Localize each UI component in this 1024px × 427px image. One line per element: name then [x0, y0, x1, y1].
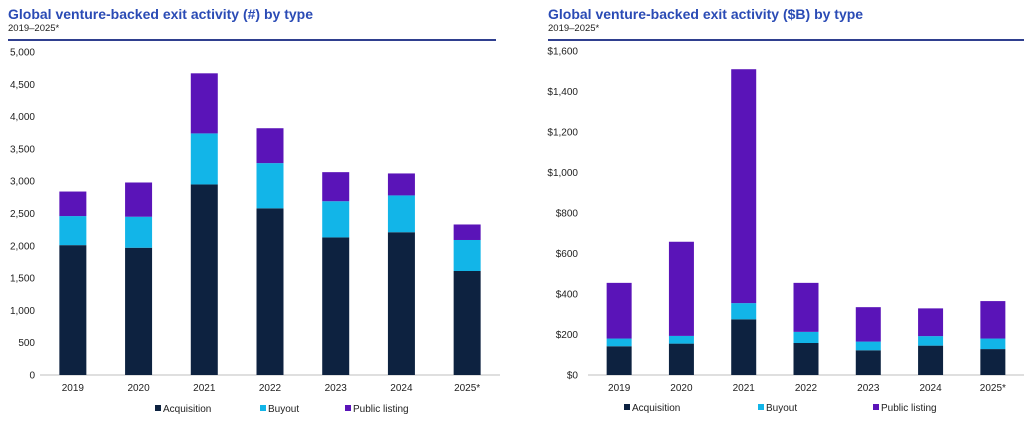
bar-buyout	[606, 338, 632, 347]
y-tick-label: 2,500	[10, 209, 35, 220]
bar-acquisition	[387, 232, 415, 375]
bar-public-listing	[731, 69, 757, 304]
legend-swatch-buyout	[260, 405, 266, 411]
bar-public-listing	[125, 182, 153, 217]
bar-acquisition	[190, 184, 218, 375]
bar-acquisition	[980, 349, 1006, 375]
x-tick-label: 2024	[390, 383, 413, 394]
bar-acquisition	[125, 247, 153, 375]
legend-label: Public listing	[881, 403, 937, 414]
y-tick-label: $0	[567, 371, 579, 382]
bar-buyout	[793, 331, 819, 344]
x-tick-label: 2022	[795, 383, 818, 394]
legend-label: Public listing	[353, 404, 409, 415]
chart-title: Global venture-backed exit activity ($B)…	[548, 6, 864, 22]
bar-public-listing	[256, 128, 284, 164]
bar-public-listing	[918, 308, 944, 337]
bar-buyout	[453, 239, 481, 271]
x-tick-label: 2021	[193, 383, 216, 394]
x-tick-label: 2019	[62, 383, 85, 394]
y-tick-label: 3,000	[10, 177, 35, 188]
legend-swatch-buyout	[758, 404, 764, 410]
value-stacked-bar-chart: $0 $200 $400 $600 $800 $1,000 $1,200 $1,400 $1,6…	[547, 47, 1024, 414]
bar-acquisition	[731, 319, 757, 375]
x-tick-label: 2024	[919, 383, 942, 394]
y-tick-label: $1,000	[547, 168, 578, 179]
bar-acquisition	[322, 237, 350, 375]
bar-buyout	[668, 335, 694, 344]
bar-buyout	[980, 338, 1006, 350]
y-tick-label: 0	[29, 371, 35, 382]
bar-public-listing	[793, 282, 819, 332]
bar-buyout	[59, 216, 87, 246]
bar-buyout	[256, 163, 284, 209]
bar-acquisition	[855, 350, 881, 375]
x-tick-label: 2023	[325, 383, 348, 394]
bar-public-listing	[980, 301, 1006, 339]
bar-public-listing	[855, 307, 881, 342]
bar-public-listing	[190, 73, 218, 134]
y-tick-label: $800	[556, 209, 579, 220]
bar-acquisition	[668, 343, 694, 375]
x-tick-label: 2019	[608, 383, 631, 394]
x-tick-label: 2020	[670, 383, 693, 394]
y-tick-label: 1,000	[10, 306, 35, 317]
bar-buyout	[322, 201, 350, 238]
bar-public-listing	[453, 224, 481, 240]
bar-public-listing	[59, 191, 87, 217]
bar-acquisition	[59, 245, 87, 375]
bar-acquisition	[606, 346, 632, 375]
bar-acquisition	[918, 345, 944, 375]
chart-subtitle: 2019–2025*	[548, 23, 600, 34]
legend-swatch-acquisition	[155, 405, 161, 411]
bar-public-listing	[668, 241, 694, 336]
bar-buyout	[855, 341, 881, 351]
title-rule	[548, 39, 1024, 41]
bar-acquisition	[453, 270, 481, 375]
x-tick-label: 2020	[127, 383, 150, 394]
legend-label: Acquisition	[163, 404, 211, 415]
bar-public-listing	[322, 172, 350, 202]
bar-acquisition	[793, 343, 819, 375]
legend-label: Acquisition	[632, 403, 680, 414]
count-stacked-bar-chart: 0 500 1,000 1,500 2,000 2,500 3,000 3,500 4,000 4…	[10, 48, 500, 415]
bar-public-listing	[387, 173, 415, 196]
x-tick-label: 2023	[857, 383, 880, 394]
y-tick-label: 2,000	[10, 241, 35, 252]
x-tick-label: 2022	[259, 383, 282, 394]
legend-swatch-public-listing	[873, 404, 879, 410]
bar-buyout	[387, 195, 415, 233]
bar-public-listing	[606, 282, 632, 339]
count-chart-panel: Global venture-backed exit activity (#) …	[0, 0, 500, 427]
y-tick-label: $400	[556, 290, 579, 301]
x-tick-label: 2025*	[454, 383, 480, 394]
legend-label: Buyout	[766, 403, 797, 414]
y-tick-label: 4,500	[10, 80, 35, 91]
bar-acquisition	[256, 208, 284, 375]
y-tick-label: 5,000	[10, 48, 35, 59]
legend-swatch-public-listing	[345, 405, 351, 411]
y-tick-label: $1,600	[547, 47, 578, 58]
y-tick-label: $1,200	[547, 128, 578, 139]
y-tick-label: $200	[556, 330, 579, 341]
chart-subtitle: 2019–2025*	[8, 23, 60, 34]
title-rule	[8, 39, 496, 41]
bar-buyout	[918, 336, 944, 346]
legend-swatch-acquisition	[624, 404, 630, 410]
y-tick-label: 3,500	[10, 144, 35, 155]
x-tick-label: 2021	[733, 383, 756, 394]
chart-title: Global venture-backed exit activity (#) …	[8, 6, 313, 22]
y-tick-label: $1,400	[547, 87, 578, 98]
y-tick-label: $600	[556, 249, 579, 260]
y-tick-label: 500	[18, 338, 35, 349]
legend-label: Buyout	[268, 404, 299, 415]
bar-buyout	[731, 303, 757, 320]
y-tick-label: 4,000	[10, 112, 35, 123]
y-tick-label: 1,500	[10, 274, 35, 285]
bar-buyout	[125, 216, 153, 248]
bar-buyout	[190, 133, 218, 185]
value-chart-panel: Global venture-backed exit activity ($B)…	[540, 0, 1024, 427]
x-tick-label: 2025*	[980, 383, 1006, 394]
